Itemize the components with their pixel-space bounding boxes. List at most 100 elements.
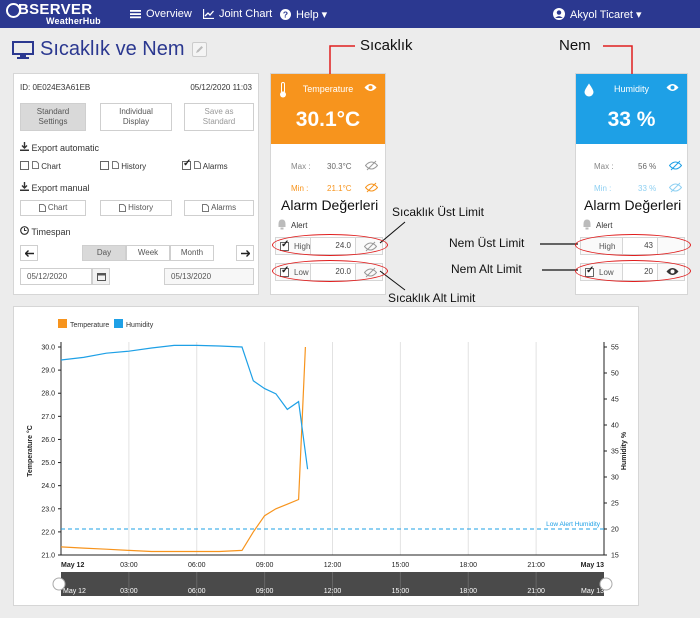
- timespan-day-button[interactable]: Day: [82, 245, 126, 261]
- timespan-heading: Timespan: [20, 226, 71, 237]
- hum-min-label: Min :: [594, 184, 612, 193]
- navigator-tick-label: 06:00: [188, 588, 206, 595]
- navigator-tick-label: 12:00: [324, 588, 342, 595]
- navigator-tick-label: May 13: [581, 588, 604, 595]
- nav-help-label: Help ▾: [296, 8, 328, 21]
- bell-icon: [278, 219, 286, 230]
- file-icon: [194, 161, 201, 169]
- y-tick-label-right: 50: [611, 371, 619, 378]
- arrow-right-icon: [240, 249, 250, 257]
- temp-min-label: Min :: [291, 184, 309, 193]
- nav-joint-chart[interactable]: Joint Chart: [203, 0, 272, 28]
- y-axis-label-right: Humidity %: [621, 431, 628, 470]
- file-icon: [38, 204, 46, 212]
- next-period-button[interactable]: [236, 245, 254, 261]
- auto-chart-checkbox[interactable]: Chart: [20, 161, 61, 171]
- humidity-label: Humidity: [613, 84, 649, 94]
- highlight-hum-high: [575, 234, 691, 256]
- individual-display-button[interactable]: Individual Display: [100, 103, 172, 131]
- pencil-icon: [196, 46, 204, 53]
- y-tick-label-left: 21.0: [41, 553, 55, 560]
- y-tick-label-right: 20: [611, 527, 619, 534]
- hum-max-value: 56 %: [638, 162, 657, 171]
- user-menu[interactable]: Akyol Ticaret ▾: [553, 0, 642, 28]
- manual-history-button[interactable]: History: [100, 200, 172, 216]
- download-icon: [20, 182, 29, 191]
- highlight-temp-low: [272, 260, 388, 282]
- annotation-alarm-degerleri-hum: Alarm Değerleri: [584, 197, 682, 213]
- eye-slash-icon[interactable]: [669, 160, 682, 171]
- brand-logo[interactable]: BSERVER WeatherHub: [6, 1, 110, 26]
- page-title: Sıcaklık ve Nem: [12, 38, 208, 61]
- y-tick-label-left: 30.0: [41, 345, 55, 352]
- legend-label: Humidity: [126, 322, 154, 329]
- y-tick-label-right: 45: [611, 397, 619, 404]
- eye-icon[interactable]: [364, 83, 377, 92]
- temp-min-value: 21.1°C: [327, 184, 352, 193]
- y-tick-label-right: 30: [611, 475, 619, 482]
- eye-icon[interactable]: [666, 83, 679, 92]
- nav-help[interactable]: ? Help ▾: [280, 0, 327, 28]
- file-icon: [201, 204, 209, 212]
- highlight-temp-high: [272, 234, 388, 256]
- auto-alarms-checkbox[interactable]: Alarms: [182, 158, 228, 171]
- calendar-button[interactable]: [92, 268, 110, 285]
- annotation-sicaklik-alt-limit: Sıcaklık Alt Limit: [388, 291, 476, 305]
- chart-panel: Temperature Humidity May 12 03:00 06:00 09:00…: [13, 306, 639, 606]
- standard-settings-button[interactable]: Standard Settings: [20, 103, 86, 131]
- annotation-sicaklik-ust-limit: Sıcaklık Üst Limit: [392, 205, 485, 219]
- manual-chart-button[interactable]: Chart: [20, 200, 86, 216]
- nav-overview[interactable]: Overview: [130, 0, 192, 28]
- threshold-label: Low Alert Humidity: [546, 521, 601, 528]
- arrow-nem: [603, 45, 633, 74]
- y-tick-label-right: 35: [611, 449, 619, 456]
- series-line-temperature: [60, 346, 306, 553]
- edit-title-button[interactable]: [192, 42, 208, 57]
- y-tick-label-right: 25: [611, 501, 619, 508]
- y-tick-label-right: 55: [611, 345, 619, 352]
- monitor-icon: [12, 40, 34, 59]
- navigator-handle-right[interactable]: [599, 577, 613, 591]
- y-tick-label-right: 15: [611, 553, 619, 560]
- current-datetime: 05/12/2020 11:03: [190, 83, 252, 92]
- x-tick-label: 12:00: [324, 562, 342, 569]
- svg-text:?: ?: [283, 9, 288, 19]
- prev-period-button[interactable]: [20, 245, 38, 261]
- y-tick-label-left: 29.0: [41, 368, 55, 375]
- auto-history-checkbox[interactable]: History: [100, 161, 146, 171]
- clock-icon: [20, 226, 29, 235]
- bell-icon: [583, 219, 591, 230]
- eye-slash-icon[interactable]: [365, 160, 378, 171]
- series-line-humidity: [60, 344, 309, 470]
- legend-label: Temperature: [70, 322, 109, 329]
- hum-max-label: Max :: [594, 162, 614, 171]
- annotation-nem-alt-limit: Nem Alt Limit: [451, 262, 522, 276]
- y-tick-label-left: 28.0: [41, 391, 55, 398]
- date-from-input[interactable]: 05/12/2020: [20, 268, 92, 285]
- date-to-input[interactable]: 05/13/2020: [164, 268, 254, 285]
- device-id: ID: 0E024E3A61EB: [20, 83, 91, 92]
- hum-alert-label: Alert: [596, 221, 613, 230]
- save-as-standard-button[interactable]: Save as Standard: [184, 103, 254, 131]
- eye-slash-icon[interactable]: [365, 182, 378, 193]
- calendar-icon: [96, 273, 106, 281]
- top-navbar: BSERVER WeatherHub Overview Joint Chart …: [0, 0, 700, 28]
- joint-chart[interactable]: Temperature Humidity May 12 03:00 06:00 09:00…: [14, 307, 638, 605]
- navigator-handle-left[interactable]: [52, 577, 66, 591]
- manual-alarms-button[interactable]: Alarms: [184, 200, 254, 216]
- navigator-tick-label: 18:00: [459, 588, 477, 595]
- temp-max-value: 30.3°C: [327, 162, 352, 171]
- navigator-tick-label: 21:00: [527, 588, 545, 595]
- export-manual-heading: Export manual: [20, 182, 90, 193]
- page-title-text: Sıcaklık ve Nem: [40, 38, 185, 60]
- timespan-week-button[interactable]: Week: [126, 245, 170, 261]
- humidity-header: Humidity 33 %: [576, 74, 687, 144]
- eye-slash-icon[interactable]: [669, 182, 682, 193]
- hum-min-value: 33 %: [638, 184, 657, 193]
- file-icon: [118, 204, 126, 212]
- x-tick-label: May 12: [61, 562, 84, 569]
- y-tick-label-left: 26.0: [41, 437, 55, 444]
- timespan-month-button[interactable]: Month: [170, 245, 214, 261]
- navigator-tick-label: 03:00: [120, 588, 138, 595]
- file-icon: [112, 161, 119, 169]
